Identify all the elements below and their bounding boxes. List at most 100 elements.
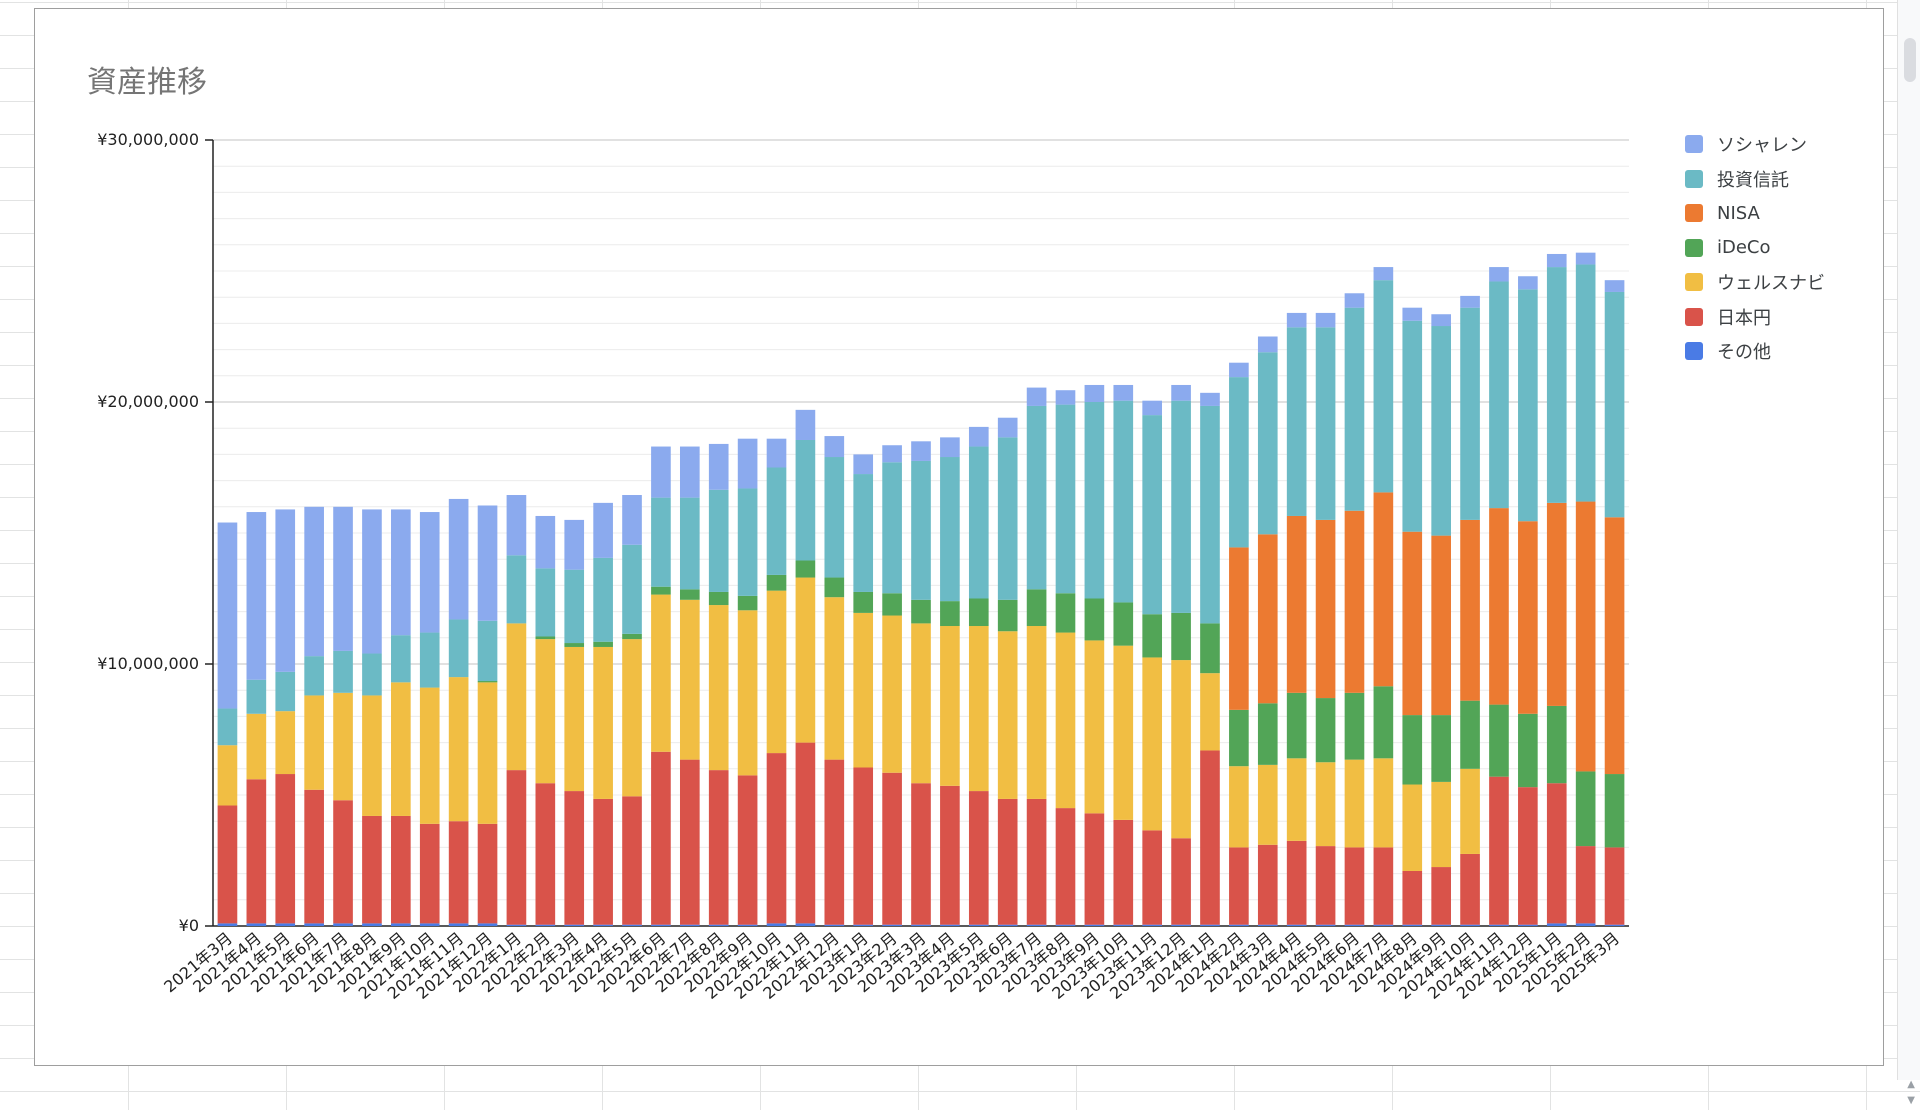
legend-item: 日本円 [1685, 300, 1825, 335]
bar-segment-ソシャレン [275, 509, 296, 672]
bar-segment-ソシャレン [1026, 387, 1047, 406]
bar-segment-投資信託 [1489, 281, 1509, 509]
bar-segment-その他 [651, 924, 671, 926]
legend-item: NISA [1685, 196, 1825, 231]
bar-segment-日本円 [651, 751, 671, 925]
bar-segment-ソシャレン [911, 441, 931, 461]
bar-segment-投資信託 [391, 635, 411, 683]
bar-segment-投資信託 [217, 708, 238, 746]
bar-segment-ウェルスナビ [882, 615, 902, 773]
vertical-scrollbar[interactable]: ▲ ▼ [1897, 0, 1920, 1106]
bar-segment-ソシャレン [997, 417, 1018, 438]
bar-segment-ウェルスナビ [419, 687, 440, 824]
legend-item: ソシャレン [1685, 127, 1825, 162]
legend-swatch [1685, 204, 1703, 223]
bar-segment-日本円 [1402, 870, 1423, 925]
bar-segment-投資信託 [1315, 327, 1336, 520]
bar-segment-その他 [391, 923, 411, 926]
bar-segment-その他 [853, 924, 874, 926]
bar-segment-iDeCo [1286, 692, 1307, 759]
bar-segment-日本円 [824, 759, 845, 925]
bar-segment-その他 [997, 924, 1018, 926]
bar-segment-iDeCo [1257, 703, 1278, 765]
bar-segment-iDeCo [1113, 602, 1134, 646]
legend-item: その他 [1685, 334, 1825, 369]
bar-segment-投資信託 [1171, 400, 1191, 613]
bar-segment-ソシャレン [968, 426, 989, 447]
bar-segment-日本円 [246, 779, 267, 924]
bar-segment-iDeCo [651, 586, 671, 595]
bar-segment-ウェルスナビ [766, 590, 787, 754]
bar-segment-ウェルスナビ [853, 612, 874, 768]
bar-segment-その他 [1142, 924, 1163, 926]
bar-segment-ウェルスナビ [651, 594, 671, 752]
bar-segment-その他 [968, 924, 989, 926]
bar-segment-ウェルスナビ [911, 623, 931, 784]
bar-segment-ウェルスナビ [1229, 766, 1249, 848]
bar-segment-その他 [1604, 924, 1625, 926]
bar-segment-日本円 [1373, 847, 1394, 925]
bar-segment-その他 [1286, 924, 1307, 926]
bar-segment-ソシャレン [824, 436, 845, 458]
bar-segment-投資信託 [853, 474, 874, 592]
bar-segment-ウェルスナビ [246, 713, 267, 780]
bar-segment-ウェルスナビ [1142, 657, 1163, 831]
bar-segment-ウェルスナビ [1402, 784, 1423, 871]
bar-segment-日本円 [506, 770, 527, 925]
bar-segment-その他 [1315, 924, 1336, 926]
bar-segment-ウェルスナビ [362, 695, 382, 816]
legend-swatch [1685, 307, 1703, 326]
bar-segment-iDeCo [1373, 686, 1394, 759]
bar-segment-投資信託 [679, 497, 700, 590]
bar-segment-その他 [535, 924, 556, 926]
bar-segment-ソシャレン [1344, 293, 1365, 308]
bar-segment-ソシャレン [419, 512, 440, 633]
bar-segment-その他 [622, 924, 642, 926]
bar-segment-日本円 [1575, 846, 1596, 924]
chart-panel[interactable]: 2021年3月 2021年4月 2021年5月 2021年6月 2021年7月 2021年… [34, 8, 1884, 1066]
bar-segment-投資信託 [1604, 291, 1625, 518]
bar-segment-ウェルスナビ [795, 577, 816, 743]
bar-segment-iDeCo [1489, 704, 1509, 777]
bar-segment-ソシャレン [246, 512, 267, 680]
bar-segment-その他 [1460, 924, 1480, 926]
bar-segment-ウェルスナビ [1257, 764, 1278, 845]
bar-segment-その他 [882, 924, 902, 926]
bar-segment-ソシャレン [1518, 276, 1538, 290]
scroll-up-icon[interactable]: ▲ [1907, 1079, 1915, 1090]
bar-segment-ソシャレン [362, 509, 382, 654]
scroll-down-icon[interactable]: ▼ [1907, 1095, 1915, 1106]
bar-segment-日本円 [1604, 847, 1625, 925]
bar-segment-その他 [448, 923, 469, 926]
bar-segment-投資信託 [1142, 415, 1163, 615]
bar-segment-投資信託 [708, 489, 729, 592]
bar-segment-その他 [1402, 924, 1423, 926]
bar-segment-ソシャレン [882, 445, 902, 463]
bar-segment-その他 [1344, 924, 1365, 926]
bar-segment-iDeCo [882, 593, 902, 616]
bar-segment-投資信託 [940, 457, 960, 602]
bar-segment-その他 [362, 923, 382, 926]
bar-segment-ソシャレン [1575, 252, 1596, 265]
bar-segment-日本円 [766, 753, 787, 924]
bar-segment-ソシャレン [1460, 295, 1480, 308]
bar-segment-ウェルスナビ [593, 646, 613, 799]
bar-segment-投資信託 [419, 632, 440, 688]
bar-segment-ウェルスナビ [1344, 759, 1365, 848]
bar-segment-日本円 [1286, 840, 1307, 925]
bar-segment-ソシャレン [1142, 400, 1163, 416]
bar-segment-ウェルスナビ [1113, 645, 1134, 820]
bar-segment-その他 [795, 923, 816, 926]
bar-segment-ソシャレン [1055, 390, 1076, 405]
bar-segment-iDeCo [564, 643, 585, 647]
bar-segment-日本円 [1171, 838, 1191, 925]
bar-segment-日本円 [1084, 813, 1105, 925]
bar-segment-投資信託 [593, 557, 613, 642]
bar-segment-投資信託 [1055, 404, 1076, 594]
scrollbar-thumb[interactable] [1904, 38, 1916, 82]
bar-segment-その他 [275, 923, 296, 926]
bar-segment-ソシャレン [1200, 392, 1220, 406]
bar-segment-投資信託 [1084, 402, 1105, 599]
bar-segment-投資信託 [911, 460, 931, 600]
legend-item: 投資信託 [1685, 162, 1825, 197]
